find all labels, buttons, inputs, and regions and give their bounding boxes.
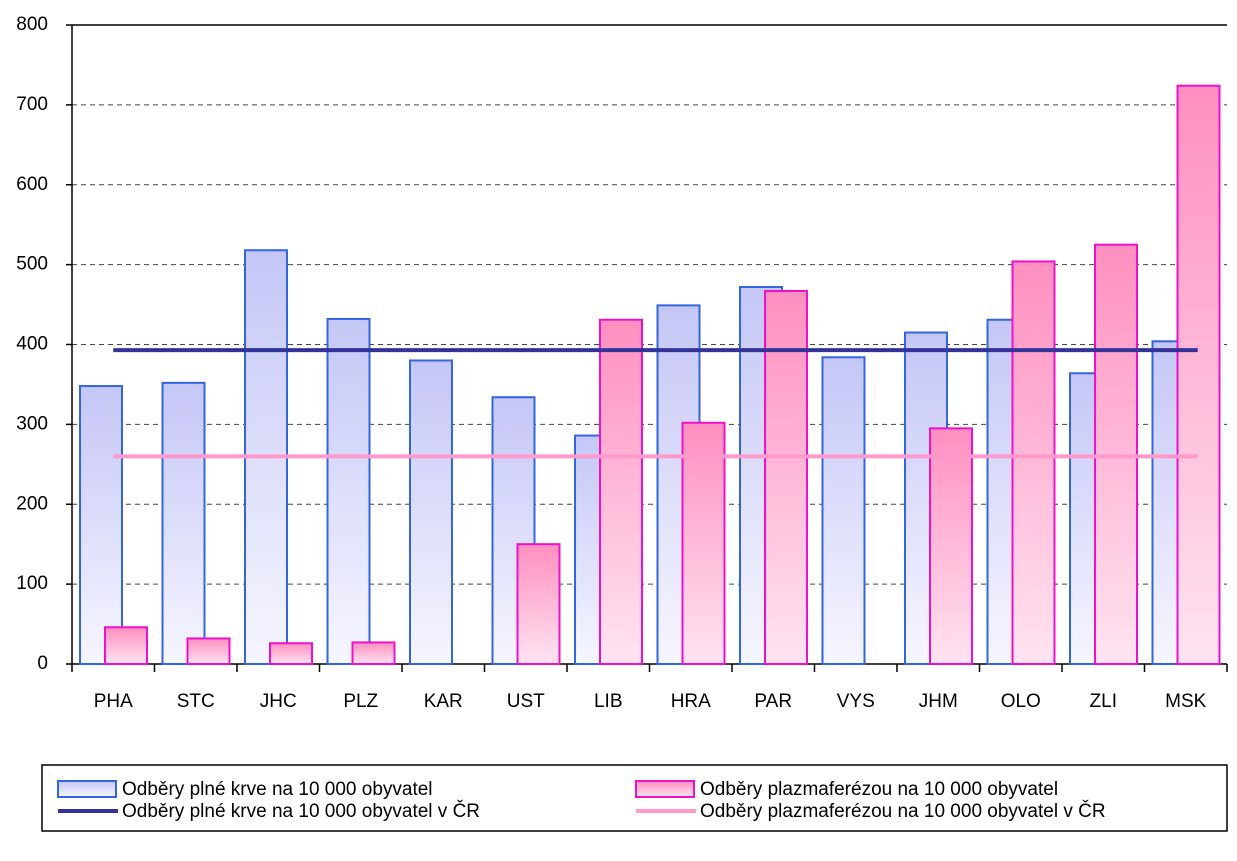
y-tick-label: 0 <box>37 653 48 674</box>
y-tick-label: 800 <box>16 14 48 35</box>
legend-label: Odběry plné krve na 10 000 obyvatel <box>122 779 433 800</box>
x-tick-label: UST <box>507 691 545 712</box>
x-tick-label: MSK <box>1165 691 1207 712</box>
y-tick-label: 300 <box>16 413 48 434</box>
x-tick-label: VYS <box>837 691 875 712</box>
y-tick-label: 700 <box>16 94 48 115</box>
legend-box <box>41 764 1228 832</box>
x-tick-label: STC <box>177 691 215 712</box>
bar <box>516 543 561 665</box>
bar <box>681 421 726 665</box>
bar <box>326 317 371 665</box>
bar <box>186 637 231 666</box>
bar <box>409 359 453 665</box>
legend-swatch <box>635 780 695 798</box>
bar <box>929 427 973 665</box>
bar <box>79 385 123 665</box>
x-tick-label: PLZ <box>343 691 378 712</box>
x-tick-label: JHC <box>260 691 297 712</box>
x-tick-label: PHA <box>94 691 133 712</box>
x-tick-label: OLO <box>1001 691 1041 712</box>
legend-label: Odběry plazmaferézou na 10 000 obyvatel <box>700 779 1058 800</box>
bar <box>1176 84 1221 665</box>
legend-label: Odběry plazmaferézou na 10 000 obyvatel … <box>700 800 1106 822</box>
y-tick-label: 500 <box>16 254 48 275</box>
x-tick-label: JHM <box>919 691 958 712</box>
legend-label: Odběry plné krve na 10 000 obyvatel v ČR <box>122 800 480 822</box>
bar <box>161 381 206 665</box>
x-tick-label: PAR <box>754 691 792 712</box>
legend-swatch <box>57 780 117 798</box>
bar <box>1011 260 1056 665</box>
y-tick-label: 200 <box>16 493 48 514</box>
bar <box>764 289 808 665</box>
x-tick-label: HRA <box>671 691 711 712</box>
bar <box>104 626 148 666</box>
x-tick-label: ZLI <box>1090 691 1117 712</box>
x-tick-label: KAR <box>424 691 463 712</box>
bar <box>821 356 866 665</box>
y-tick-label: 400 <box>16 334 48 355</box>
y-tick-label: 600 <box>16 174 48 195</box>
bar <box>351 641 396 666</box>
bar <box>599 318 643 665</box>
bar <box>269 642 313 665</box>
y-tick-label: 100 <box>16 573 48 594</box>
x-tick-label: LIB <box>594 691 623 712</box>
